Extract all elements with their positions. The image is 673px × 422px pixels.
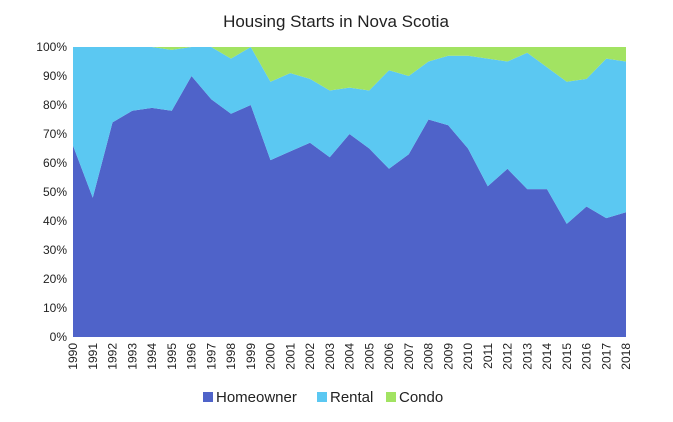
x-tick-label: 1997 — [204, 343, 218, 370]
legend-swatch — [317, 392, 327, 402]
x-tick-label: 2015 — [560, 343, 574, 370]
x-tick-label: 1996 — [185, 343, 199, 370]
x-tick-label: 1990 — [66, 343, 80, 370]
x-tick-label: 2009 — [441, 343, 455, 370]
x-tick-label: 1992 — [106, 343, 120, 370]
x-tick-label: 2001 — [283, 343, 297, 370]
x-tick-label: 2013 — [520, 343, 534, 370]
x-tick-label: 2005 — [362, 343, 376, 370]
x-tick-label: 2000 — [264, 343, 278, 370]
plot-area — [73, 47, 626, 337]
legend-label: Homeowner — [216, 389, 297, 406]
legend-label: Rental — [330, 389, 373, 406]
y-tick-label: 100% — [36, 40, 67, 54]
y-tick-label: 10% — [43, 301, 67, 315]
x-tick-label: 2002 — [303, 343, 317, 370]
legend: Homeowner Rental Condo — [203, 389, 443, 406]
x-tick-label: 1998 — [224, 343, 238, 370]
x-tick-label: 1995 — [165, 343, 179, 370]
x-tick-label: 2008 — [422, 343, 436, 370]
y-axis: 0% 10% 20% 30% 40% 50% 60% 70% 80% 90% 100% — [36, 40, 67, 344]
y-tick-label: 50% — [43, 185, 67, 199]
x-tick-label: 2012 — [501, 343, 515, 370]
legend-item-rental: Rental — [317, 389, 373, 406]
series-area-condo — [73, 47, 626, 91]
x-tick-label: 2006 — [382, 343, 396, 370]
x-tick-label: 2017 — [599, 343, 613, 370]
x-tick-label: 2004 — [343, 343, 357, 370]
x-tick-label: 2018 — [619, 343, 633, 370]
legend-swatch — [203, 392, 213, 402]
x-tick-label: 2010 — [461, 343, 475, 370]
x-tick-label: 1999 — [244, 343, 258, 370]
legend-item-condo: Condo — [386, 389, 443, 406]
y-tick-label: 40% — [43, 214, 67, 228]
y-tick-label: 20% — [43, 272, 67, 286]
y-tick-label: 60% — [43, 156, 67, 170]
y-tick-label: 80% — [43, 98, 67, 112]
series-area-homeowner — [73, 76, 626, 337]
x-tick-label: 2003 — [323, 343, 337, 370]
x-tick-label: 2007 — [402, 343, 416, 370]
legend-label: Condo — [399, 389, 443, 406]
y-tick-label: 90% — [43, 69, 67, 83]
x-tick-label: 1994 — [145, 343, 159, 370]
y-tick-label: 70% — [43, 127, 67, 141]
x-tick-label: 2014 — [540, 343, 554, 370]
x-tick-label: 2016 — [580, 343, 594, 370]
x-tick-label: 1991 — [86, 343, 100, 370]
legend-swatch — [386, 392, 396, 402]
x-axis: 1990 1991 1992 1993 1994 1995 1996 1997 1998 1999… — [66, 343, 633, 370]
x-tick-label: 2011 — [481, 343, 495, 369]
legend-item-homeowner: Homeowner — [203, 389, 297, 406]
series-area-rental — [73, 47, 626, 224]
y-tick-label: 0% — [50, 330, 68, 344]
chart-title: Housing Starts in Nova Scotia — [223, 12, 449, 31]
y-tick-label: 30% — [43, 243, 67, 257]
x-tick-label: 1993 — [125, 343, 139, 370]
